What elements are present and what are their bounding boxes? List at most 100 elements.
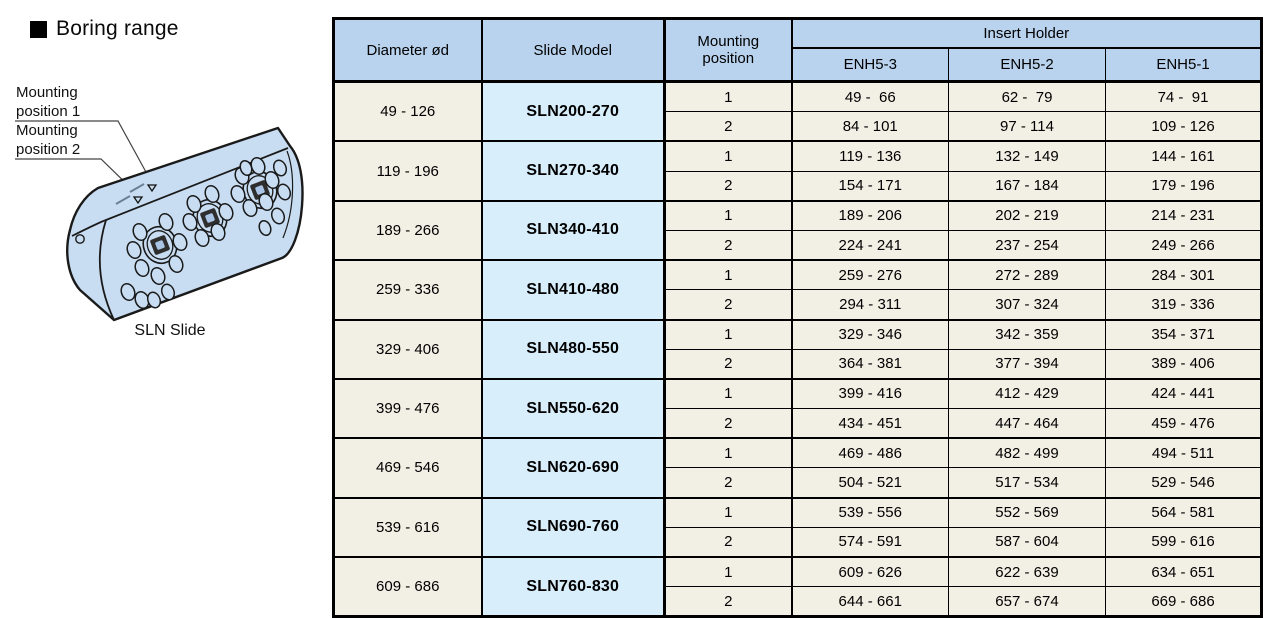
slide-model-cell: SLN550-620 [481,377,666,439]
table-row: 2 574 - 591 587 - 604 599 - 616 [334,526,1263,558]
mounting-position-cell: 2 [664,408,793,439]
diameter-range-cell: 189 - 266 [333,199,483,261]
table-row: 539 - 616 SLN690-760 1 539 - 556 552 - 569 56… [333,496,1263,558]
mounting-position-1-label: Mounting position 1 [16,84,81,120]
col-header-insert-holder: Insert Holder [790,18,1263,49]
section-title: Boring range [30,17,179,41]
enh5-2-range-cell: 62 - 79 [948,80,1106,113]
mounting-position-cell: 2 [664,586,793,618]
mounting-position-cell: 2 [664,526,793,558]
boring-range-table: Diameter ød Slide Model Mounting positio… [332,17,1264,618]
enh5-2-range-cell: 552 - 569 [948,496,1106,528]
mounting-position-cell: 2 [664,289,793,320]
mounting-position-cell: 2 [664,111,793,142]
enh5-3-range-cell: 259 - 276 [791,259,949,291]
enh5-3-range-cell: 154 - 171 [791,170,949,202]
col-header-mounting-position: Mounting position [664,18,793,83]
enh5-3-range-cell: 364 - 381 [791,348,949,380]
mounting-position-cell: 1 [664,259,793,291]
slide-model-cell: SLN620-690 [481,437,666,499]
col-header-enh5-2: ENH5-2 [948,47,1106,83]
diameter-range-cell: 49 - 126 [333,80,483,142]
table-row: 469 - 546 SLN620-690 1 469 - 486 482 - 499 49… [333,437,1263,499]
table-row: 2 294 - 311 307 - 324 319 - 336 [334,289,1263,320]
enh5-2-range-cell: 622 - 639 [948,556,1106,588]
mounting-position-cell: 2 [664,348,793,380]
enh5-1-range-cell: 424 - 441 [1104,377,1263,410]
enh5-1-range-cell: 564 - 581 [1104,496,1263,528]
enh5-2-range-cell: 587 - 604 [948,526,1106,558]
mounting-position-cell: 1 [664,199,793,231]
mounting-position-cell: 1 [664,140,793,172]
enh5-2-range-cell: 167 - 184 [948,170,1106,202]
diameter-range-cell: 399 - 476 [333,377,483,439]
enh5-1-range-cell: 354 - 371 [1104,318,1263,350]
slide-model-cell: SLN340-410 [481,199,666,261]
enh5-2-range-cell: 517 - 534 [948,467,1106,499]
slide-model-cell: SLN270-340 [481,140,666,202]
enh5-1-range-cell: 109 - 126 [1104,111,1263,142]
enh5-2-range-cell: 97 - 114 [948,111,1106,142]
enh5-2-range-cell: 237 - 254 [948,229,1106,261]
enh5-2-range-cell: 482 - 499 [948,437,1106,469]
enh5-1-range-cell: 669 - 686 [1104,586,1263,618]
diameter-range-cell: 609 - 686 [333,556,483,618]
mounting-position-cell: 1 [664,318,793,350]
enh5-3-range-cell: 504 - 521 [791,467,949,499]
mounting-position-cell: 1 [664,437,793,469]
tool-holes [120,156,292,310]
enh5-1-range-cell: 144 - 161 [1104,140,1263,172]
mounting-position-markers [115,183,158,205]
enh5-1-range-cell: 529 - 546 [1104,467,1263,499]
enh5-3-range-cell: 644 - 661 [791,586,949,618]
table-row: 189 - 266 SLN340-410 1 189 - 206 202 - 219 21… [333,199,1263,261]
enh5-1-range-cell: 179 - 196 [1104,170,1263,202]
mounting-position-cell: 1 [664,377,793,410]
enh5-2-range-cell: 272 - 289 [948,259,1106,291]
enh5-3-range-cell: 469 - 486 [791,437,949,469]
table-row: 119 - 196 SLN270-340 1 119 - 136 132 - 149 14… [333,140,1263,202]
table-row: 399 - 476 SLN550-620 1 399 - 416 412 - 429 42… [333,377,1263,439]
table-row: 2 224 - 241 237 - 254 249 - 266 [334,229,1263,261]
enh5-3-range-cell: 119 - 136 [791,140,949,172]
enh5-2-range-cell: 132 - 149 [948,140,1106,172]
slide-model-cell: SLN690-760 [481,496,666,558]
enh5-3-range-cell: 189 - 206 [791,199,949,231]
col-header-enh5-1: ENH5-1 [1104,47,1263,83]
mounting-position-cell: 2 [664,467,793,499]
enh5-1-range-cell: 389 - 406 [1104,348,1263,380]
table-row: 259 - 336 SLN410-480 1 259 - 276 272 - 289 28… [333,259,1263,321]
enh5-2-range-cell: 447 - 464 [948,408,1106,439]
col-header-diameter: Diameter ød [333,18,483,83]
enh5-3-range-cell: 539 - 556 [791,496,949,528]
enh5-2-range-cell: 202 - 219 [948,199,1106,231]
table-row: 2 84 - 101 97 - 114 109 - 126 [334,111,1263,142]
diameter-range-cell: 259 - 336 [333,259,483,321]
sln-slide-illustration [15,120,304,322]
enh5-1-range-cell: 214 - 231 [1104,199,1263,231]
mounting-position-cell: 1 [664,496,793,528]
slide-model-cell: SLN410-480 [481,259,666,321]
enh5-1-range-cell: 459 - 476 [1104,408,1263,439]
table-row: 609 - 686 SLN760-830 1 609 - 626 622 - 639 63… [333,556,1263,618]
figure-caption: SLN Slide [134,322,206,339]
enh5-1-range-cell: 249 - 266 [1104,229,1263,261]
enh5-2-range-cell: 307 - 324 [948,289,1106,320]
table-row: 2 364 - 381 377 - 394 389 - 406 [334,348,1263,380]
enh5-3-range-cell: 574 - 591 [791,526,949,558]
diameter-range-cell: 469 - 546 [333,437,483,499]
mounting-position-cell: 2 [664,170,793,202]
enh5-2-range-cell: 342 - 359 [948,318,1106,350]
col-header-enh5-3: ENH5-3 [791,47,949,83]
table-row: 329 - 406 SLN480-550 1 329 - 346 342 - 359 35… [333,318,1263,380]
table-row: 49 - 126 SLN200-270 1 49 - 66 62 - 79 74 - 91 [333,80,1263,142]
slide-model-cell: SLN200-270 [481,80,666,142]
enh5-3-range-cell: 294 - 311 [791,289,949,320]
enh5-1-range-cell: 319 - 336 [1104,289,1263,320]
diameter-range-cell: 539 - 616 [333,496,483,558]
enh5-2-range-cell: 377 - 394 [948,348,1106,380]
diameter-range-cell: 329 - 406 [333,318,483,380]
enh5-2-range-cell: 657 - 674 [948,586,1106,618]
enh5-1-range-cell: 284 - 301 [1104,259,1263,291]
col-header-slide-model: Slide Model [481,18,666,83]
